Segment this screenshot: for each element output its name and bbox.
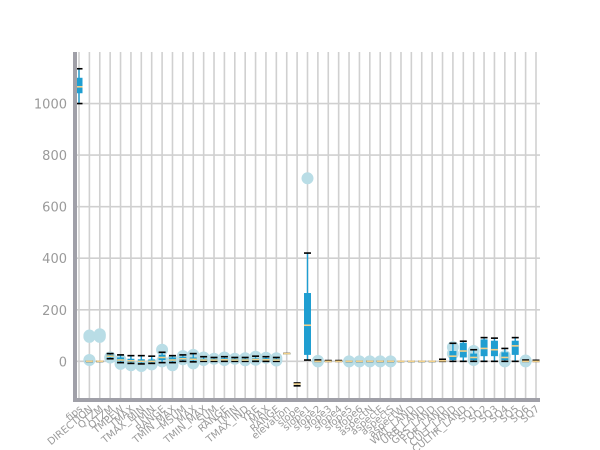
box-sq3 bbox=[490, 337, 498, 363]
box-tmax-ind bbox=[239, 352, 252, 367]
box-slope3 bbox=[324, 359, 332, 363]
box-aspectw bbox=[397, 360, 405, 363]
y-tick-label: 0 bbox=[59, 355, 67, 370]
box-urb-land bbox=[418, 360, 426, 363]
y-tick-label: 600 bbox=[42, 201, 67, 216]
outlier-point bbox=[93, 330, 106, 343]
box-for-land bbox=[439, 358, 447, 363]
box-elevation bbox=[283, 352, 291, 355]
box-sq1 bbox=[467, 345, 480, 367]
outlier-point bbox=[83, 329, 96, 342]
axes bbox=[73, 52, 540, 402]
y-axis-ticks: 0 200 400 600 800 1000 bbox=[34, 98, 67, 371]
box-sq4 bbox=[498, 347, 511, 368]
box-tmax-min bbox=[135, 354, 148, 372]
box-range bbox=[270, 352, 283, 367]
box-tmax bbox=[124, 354, 137, 372]
box-aspects bbox=[384, 355, 397, 368]
box-wat-land bbox=[407, 360, 415, 363]
box-tmin bbox=[228, 352, 241, 365]
box-tmin-max bbox=[197, 351, 210, 367]
box-tmin bbox=[145, 355, 158, 371]
box-aspecte bbox=[374, 355, 387, 368]
outlier-point bbox=[83, 354, 96, 367]
box-max bbox=[187, 348, 200, 370]
box-iqr bbox=[490, 340, 498, 357]
box-cult-land bbox=[446, 341, 459, 363]
y-tick-label: 200 bbox=[42, 304, 67, 319]
box-series bbox=[75, 67, 540, 387]
outlier-point bbox=[301, 172, 314, 185]
box-tmpew bbox=[114, 354, 127, 370]
box-msum bbox=[176, 350, 189, 366]
box-sq6 bbox=[519, 354, 532, 368]
box-range bbox=[218, 351, 231, 367]
box-yre bbox=[249, 350, 262, 366]
box-slope6 bbox=[353, 355, 366, 368]
box-iqr bbox=[75, 77, 83, 94]
box-iqr bbox=[511, 340, 519, 355]
y-tick-label: 400 bbox=[42, 252, 67, 267]
box-qtzm bbox=[93, 328, 106, 363]
box-iqr bbox=[459, 342, 467, 358]
box-cultir-land bbox=[459, 340, 467, 363]
box-aspectn bbox=[363, 355, 376, 368]
x-axis-tick-labels: fipsDIRECTIONQTZMQTZMTMPEWTMAXTMAX_MINTM… bbox=[46, 404, 542, 450]
box-slope bbox=[293, 382, 301, 387]
box-sum bbox=[208, 352, 221, 365]
box-qtzm bbox=[104, 351, 117, 364]
y-tick-label: 800 bbox=[42, 149, 67, 164]
box-iqr bbox=[501, 352, 509, 361]
box-slope1 bbox=[301, 172, 314, 361]
box-iqr bbox=[304, 293, 311, 355]
box-sq5 bbox=[511, 336, 519, 363]
box-slope4 bbox=[335, 359, 343, 363]
box-tmin-max bbox=[166, 354, 179, 372]
box-max bbox=[259, 351, 272, 364]
box-slope5 bbox=[343, 355, 356, 368]
box-sq7 bbox=[532, 359, 540, 363]
y-tick-label: 1000 bbox=[34, 98, 67, 113]
box-sq2 bbox=[480, 336, 488, 363]
box-grs-land bbox=[428, 360, 436, 363]
box-direction bbox=[83, 329, 96, 367]
box-slope2 bbox=[311, 354, 324, 368]
box-range bbox=[156, 343, 169, 368]
